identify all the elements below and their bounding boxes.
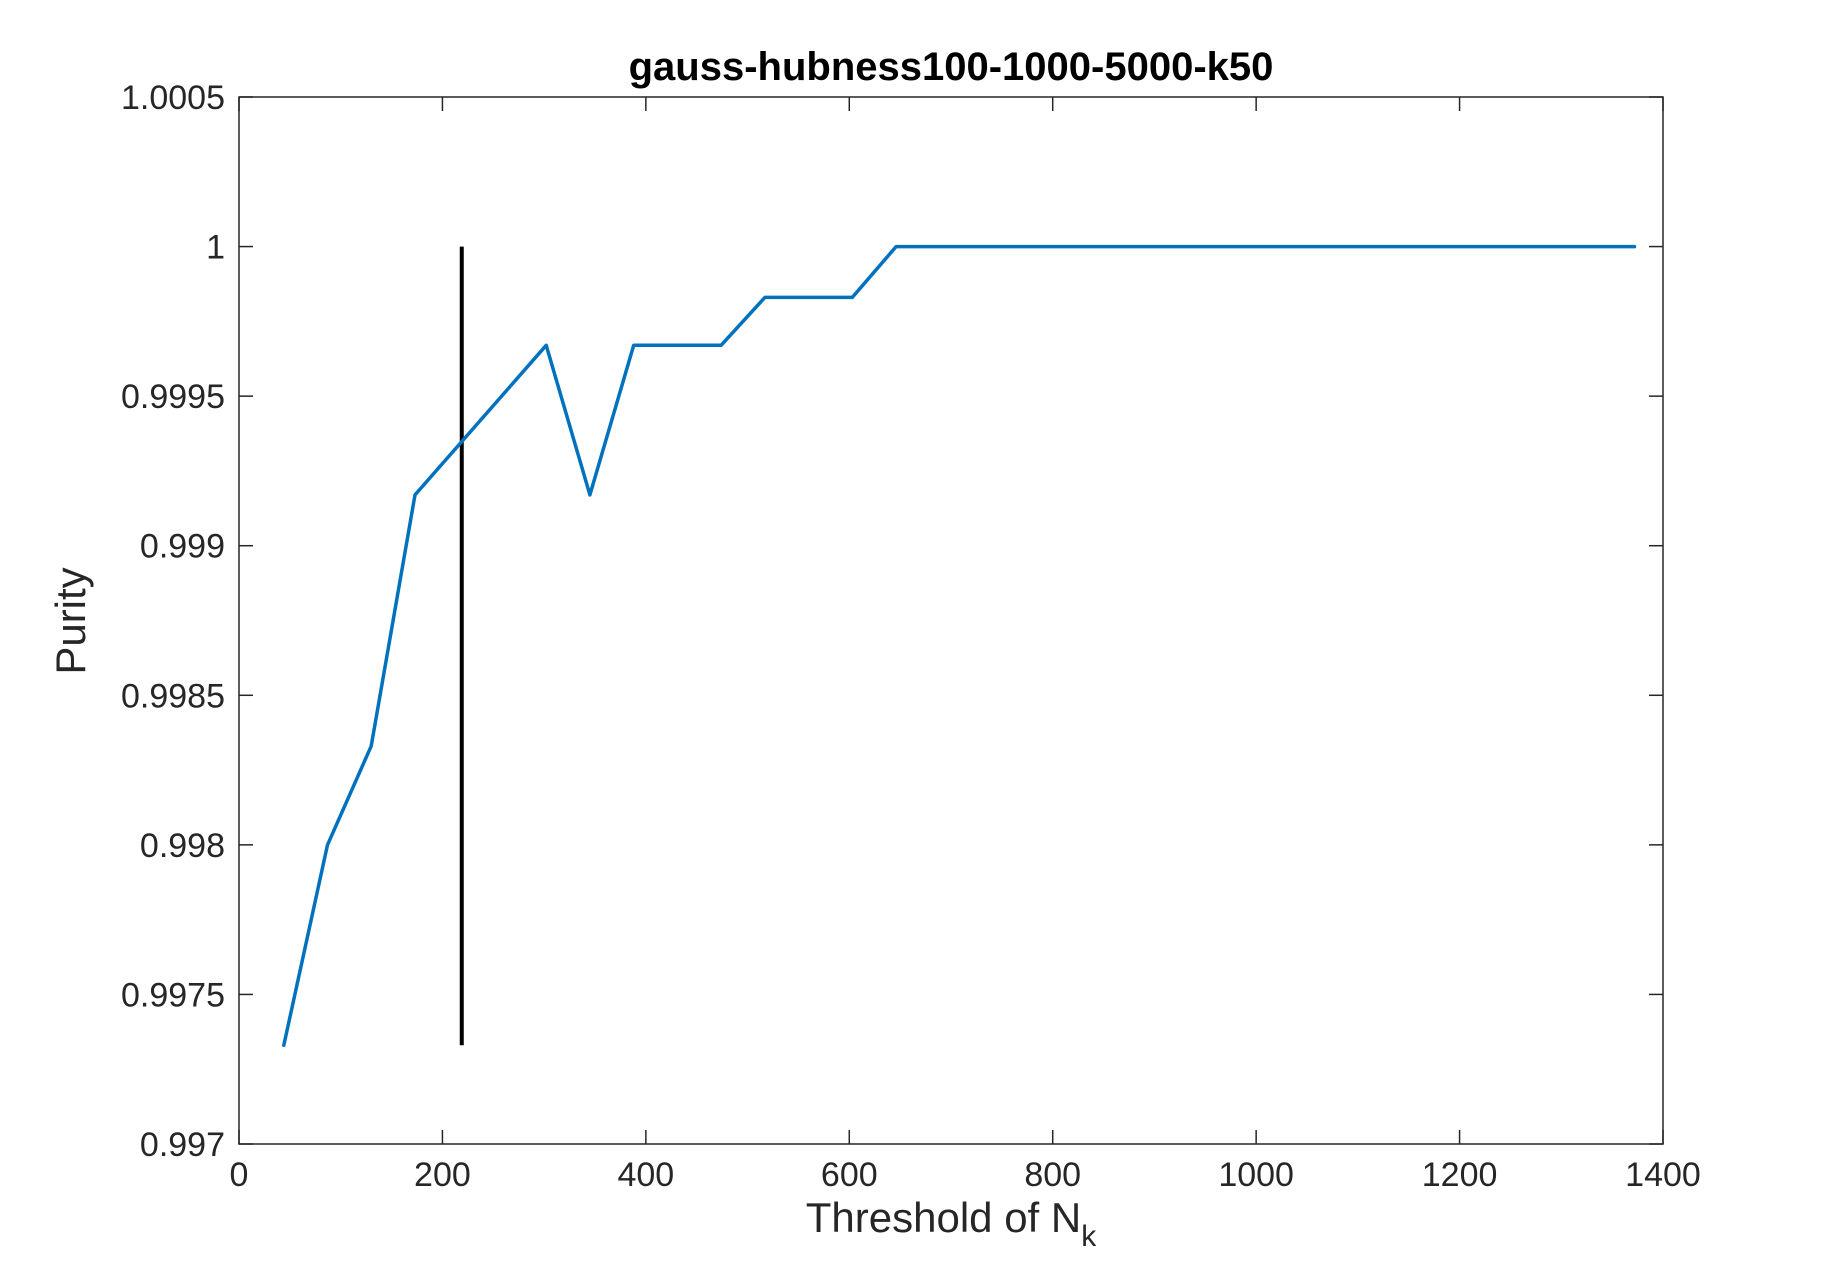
x-tick-label: 800 [1024,1156,1081,1194]
x-tick-label: 1000 [1218,1156,1294,1194]
y-tick-label: 0.999 [140,528,225,566]
y-tick-label: 1.0005 [121,79,225,117]
y-tick-label: 0.997 [140,1126,225,1164]
y-tick-label: 0.9995 [121,378,225,416]
x-tick-label: 400 [617,1156,674,1194]
y-tick-label: 0.9985 [121,677,225,715]
plot-area [239,97,1663,1144]
y-tick-label: 0.9975 [121,976,225,1014]
x-axis-title-subscript: k [1081,1220,1097,1253]
y-tick-label: 0.998 [140,827,225,865]
series-layer [282,244,1637,1048]
x-tick-labels: 0 200 400 600 800 1000 1200 1400 [230,1156,1701,1194]
chart-title: gauss-hubness100-1000-5000-k50 [629,45,1274,89]
tick-marks [238,96,1664,1145]
plot-background [239,97,1663,1144]
x-tick-label: 1200 [1422,1156,1498,1194]
x-tick-label: 0 [230,1156,249,1194]
x-axis-title-main: Threshold of N [806,1194,1081,1241]
axes-frame [238,96,1664,1145]
y-tick-labels: 0.997 0.9975 0.998 0.9985 0.999 0.9995 1 1.0005 [121,79,225,1164]
x-axis-title: Threshold of Nk [806,1194,1097,1253]
y-axis-title: Purity [47,567,94,674]
purity-series-line [282,244,1637,1048]
x-tick-label: 600 [821,1156,878,1194]
x-tick-label: 200 [414,1156,471,1194]
axes-box [238,96,1664,1145]
x-tick-label: 1400 [1625,1156,1701,1194]
y-tick-label: 1 [206,229,225,267]
